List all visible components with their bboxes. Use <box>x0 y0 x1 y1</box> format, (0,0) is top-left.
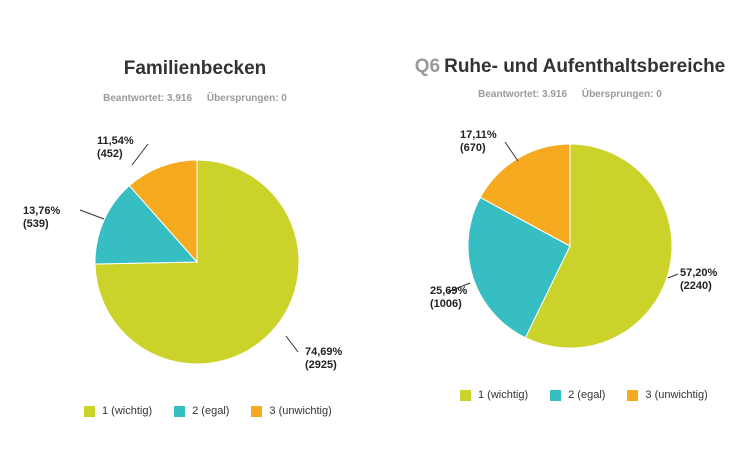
legend-item-wichtig[interactable]: 1 (wichtig) <box>84 405 152 417</box>
legend-swatch <box>550 389 562 401</box>
slice-count-label: (2240) <box>680 280 712 292</box>
skipped-count: Übersprungen: 0 <box>581 89 662 100</box>
slice-percent-label: 11,54% <box>97 135 134 147</box>
pie-slice-2[interactable] <box>94 184 199 265</box>
slice-count-label: (1006) <box>430 298 462 310</box>
slice-percent-label: 74,69% <box>305 346 343 358</box>
answered-count: Beantwortet: 3.916 <box>103 93 193 104</box>
legend-swatch <box>627 389 639 401</box>
legend: 1 (wichtig) 2 (egal) 3 (unwichtig) <box>84 405 332 417</box>
pie-chart: 57,20%(2240) 25,69%(1006) 17,11%(670) <box>430 129 718 349</box>
chart-title: Familienbecken <box>123 58 267 79</box>
pie-chart: 74,69%(2925) 13,76%(539) 11,54%(452) <box>23 135 343 371</box>
chart-title-text: Ruhe- und Aufenthaltsbereiche <box>444 56 726 77</box>
legend-item-egal[interactable]: 2 (egal) <box>174 405 229 417</box>
response-stats: Beantwortet: 3.916 Übersprungen: 0 <box>0 93 390 104</box>
slice-count-label: (670) <box>460 142 486 154</box>
legend-item-wichtig[interactable]: 1 (wichtig) <box>460 389 528 401</box>
leader-line <box>447 282 471 293</box>
legend: 1 (wichtig) 2 (egal) 3 (unwichtig) <box>460 389 708 401</box>
pie-slice-3[interactable] <box>479 143 571 247</box>
leader-line <box>79 209 105 220</box>
legend-item-unwichtig[interactable]: 3 (unwichtig) <box>627 389 708 401</box>
legend-label: 3 (unwichtig) <box>269 405 332 417</box>
slice-count-label: (2925) <box>305 359 337 371</box>
slice-percent-label: 57,20% <box>680 267 718 279</box>
answered-count: Beantwortet: 3.916 <box>478 89 568 100</box>
legend-swatch <box>84 405 95 417</box>
slice-count-label: (452) <box>97 148 123 160</box>
legend-swatch <box>460 389 471 401</box>
chart-familienbecken: Familienbecken Beantwortet: 3.916 Übersp… <box>0 58 390 417</box>
response-stats: Beantwortet: 3.916 Übersprungen: 0 <box>390 89 750 100</box>
chart-ruhe-aufenthaltsbereiche: Q6 Ruhe- und Aufenthaltsbereiche Beantwor… <box>390 0 750 468</box>
slice-percent-label: 25,69% <box>430 285 468 297</box>
skipped-count: Übersprungen: 0 <box>206 93 287 104</box>
pie-slice-3[interactable] <box>128 159 198 264</box>
chart-title: Q6 Ruhe- und Aufenthaltsbereiche <box>390 56 750 78</box>
leader-line <box>285 335 299 353</box>
leader-line <box>131 143 149 166</box>
legend-item-unwichtig[interactable]: 3 (unwichtig) <box>251 405 332 417</box>
legend-swatch <box>251 405 263 417</box>
legend-item-egal[interactable]: 2 (egal) <box>550 389 605 401</box>
legend-label: 3 (unwichtig) <box>645 389 708 401</box>
leader-line <box>667 273 679 279</box>
legend-label: 1 (wichtig) <box>478 389 529 401</box>
legend-label: 2 (egal) <box>568 389 606 401</box>
legend-label: 1 (wichtig) <box>102 405 153 417</box>
question-number: Q6 <box>414 56 441 77</box>
leader-line <box>504 141 519 162</box>
legend-label: 2 (egal) <box>192 405 230 417</box>
slice-count-label: (539) <box>23 218 49 230</box>
pie-slice-1[interactable] <box>524 143 673 349</box>
slice-percent-label: 17,11% <box>460 129 497 141</box>
legend-swatch <box>174 405 186 417</box>
slice-percent-label: 13,76% <box>23 205 61 217</box>
